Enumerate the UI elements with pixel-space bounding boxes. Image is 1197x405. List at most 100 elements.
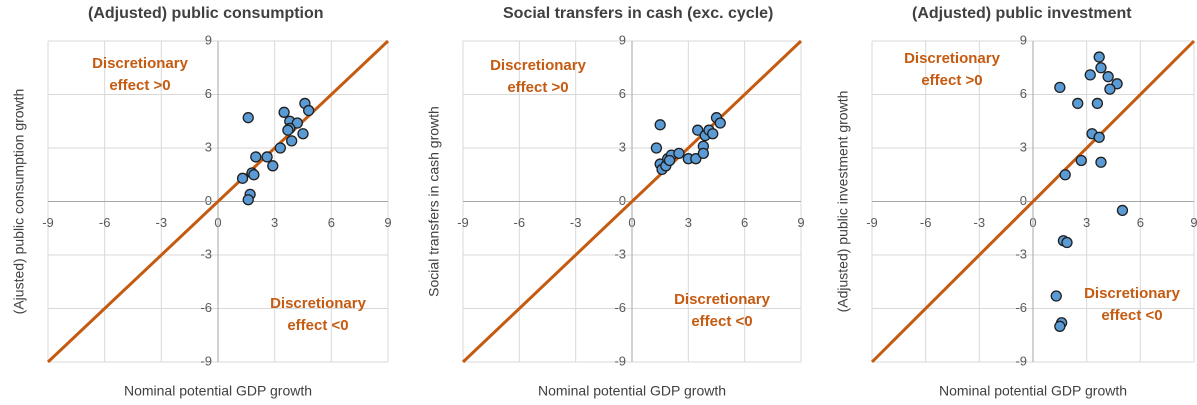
x-tick-label: 6 [741, 215, 748, 230]
y-tick-label: 9 [1020, 32, 1027, 47]
y-tick-label: -6 [614, 300, 626, 315]
x-tick-label: 3 [271, 215, 278, 230]
x-axis-title: Nominal potential GDP growth [538, 383, 726, 399]
annotation: effect >0 [921, 72, 982, 89]
y-tick-label: 3 [619, 139, 626, 154]
y-tick-label: -3 [614, 246, 626, 261]
y-tick-label: 9 [619, 32, 626, 47]
point [1061, 236, 1073, 249]
point [1050, 290, 1062, 302]
annotation: Discretionary [674, 291, 771, 308]
x-tick-label: 6 [328, 215, 335, 230]
point [303, 104, 315, 117]
y-tick-label: -3 [1015, 246, 1027, 261]
point [1054, 320, 1066, 332]
y-tick-label: 0 [205, 193, 212, 208]
x-tick-label: -6 [99, 215, 111, 230]
y-tick-label: -9 [1015, 353, 1027, 368]
y-tick-label: -6 [1015, 300, 1027, 315]
y-tick-label: -3 [200, 246, 212, 261]
point [697, 147, 710, 160]
x-axis-title: Nominal potential GDP growth [939, 383, 1127, 399]
point [286, 135, 298, 147]
x-tick-label: -6 [920, 215, 932, 230]
reference-line [46, 39, 390, 364]
point [663, 154, 676, 167]
annotation: Discretionary [92, 55, 189, 72]
point [707, 128, 719, 140]
x-tick-label: 9 [1190, 215, 1197, 230]
point [1095, 62, 1107, 74]
y-tick-label: 6 [1020, 86, 1027, 101]
annotation: effect <0 [691, 313, 752, 330]
x-tick-label: -9 [457, 215, 469, 230]
scatter-chart: (Adjusted) public consumption -9 -6 -3 0 3 6 9 -… [11, 5, 392, 398]
annotation: Discretionary [490, 57, 587, 74]
chart-title: Social transfers in cash (exc. cycle) [503, 5, 773, 22]
point [242, 194, 254, 206]
point [692, 124, 704, 136]
y-tick-label: 0 [619, 193, 626, 208]
point [282, 124, 294, 136]
y-tick-label: 6 [619, 86, 626, 101]
point [1075, 154, 1087, 167]
x-tick-label: -3 [974, 215, 986, 230]
point [1093, 51, 1105, 63]
annotation: effect >0 [507, 79, 568, 96]
x-tick-label: -9 [866, 215, 878, 230]
point [1072, 97, 1084, 110]
y-axis-title: Social transfers in cash growth [426, 106, 442, 297]
x-tick-label: -9 [42, 215, 54, 230]
point [650, 142, 663, 154]
y-tick-label: -6 [200, 300, 212, 315]
x-tick-label: 9 [384, 215, 391, 230]
x-tick-label: 3 [1083, 215, 1090, 230]
scatter-chart: (Adjusted) public investment -9 -6 -3 0 3 6 9 -9… [835, 5, 1197, 398]
point [1093, 131, 1105, 143]
annotation: Discretionary [904, 50, 1001, 67]
x-tick-label: 6 [1137, 215, 1144, 230]
y-tick-label: 3 [1020, 139, 1027, 154]
y-tick-label: 9 [205, 32, 212, 47]
point [297, 128, 309, 140]
y-tick-label: -9 [614, 353, 626, 368]
point [673, 147, 685, 160]
point [1054, 81, 1066, 94]
point [250, 151, 262, 163]
y-tick-label: 0 [1020, 193, 1027, 208]
x-axis-title: Nominal potential GDP growth [124, 383, 312, 399]
point [1104, 83, 1116, 95]
point [261, 151, 273, 163]
annotation: effect >0 [109, 77, 170, 94]
x-tick-label: -3 [570, 215, 582, 230]
point [714, 117, 726, 129]
chart-title: (Adjusted) public investment [912, 5, 1132, 22]
annotation: Discretionary [1084, 285, 1181, 302]
point [278, 106, 290, 118]
point [248, 169, 260, 181]
point [654, 119, 666, 131]
y-axis-title: (Ajusted) public consumption growth [11, 89, 27, 315]
point [1095, 156, 1107, 168]
point [1084, 69, 1096, 81]
point [1091, 97, 1104, 110]
reference-line [461, 39, 803, 364]
chart-title: (Adjusted) public consumption [88, 5, 324, 22]
point [236, 172, 249, 184]
y-tick-label: 6 [205, 86, 212, 101]
point [1102, 71, 1114, 83]
point [690, 153, 702, 165]
point [1059, 169, 1071, 181]
x-tick-label: 3 [685, 215, 692, 230]
y-tick-label: -9 [200, 353, 212, 368]
x-tick-label: 9 [797, 215, 804, 230]
reference-line [870, 39, 1196, 364]
point [291, 117, 303, 129]
point [267, 160, 279, 172]
point [242, 112, 254, 124]
point [274, 142, 286, 154]
annotation: effect <0 [1101, 307, 1162, 324]
annotation: Discretionary [270, 295, 367, 312]
scatter-chart: Social transfers in cash (exc. cycle) -9 -… [426, 5, 805, 398]
